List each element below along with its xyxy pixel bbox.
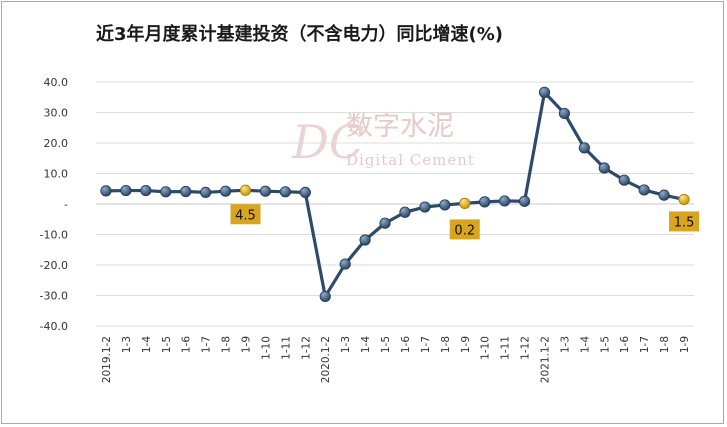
data-point	[160, 186, 172, 198]
y-tick-label: -20.0	[40, 259, 68, 272]
data-point	[140, 184, 152, 197]
x-tick-label: 1-3	[340, 336, 352, 353]
y-axis-ticks: 40.0 30.0 20.0 10.0 - -10.0 -20.0 -30.0 -40.0	[40, 76, 68, 333]
x-tick-label: 1-6	[619, 336, 631, 353]
watermark-cn: 数字水泥	[346, 111, 454, 142]
x-tick-label: 1-11	[280, 336, 292, 360]
y-tick-label: 40.0	[44, 76, 69, 89]
y-tick-label: -10.0	[40, 229, 68, 242]
data-point	[598, 162, 610, 174]
grid-lines	[96, 81, 694, 327]
x-tick-label: 1-12	[300, 336, 312, 360]
data-point	[399, 206, 411, 218]
data-point	[259, 185, 272, 197]
x-tick-label: 2019.1-2	[101, 336, 113, 383]
x-tick-label: 1-9	[679, 336, 691, 353]
data-label: 0.2	[454, 223, 475, 238]
data-label-box	[449, 219, 480, 240]
x-axis-ticks: 2019.1-2 1-3 1-4 1-5 1-6 1-7 1-8 1-9 1-10 1-11 1-1…	[101, 336, 691, 384]
x-tick-label: 1-8	[440, 336, 452, 353]
data-point	[578, 142, 590, 154]
watermark-en: Digital Cement	[346, 151, 475, 169]
x-tick-label: 1-9	[241, 336, 253, 353]
x-tick-label: 1-5	[599, 336, 611, 353]
data-point	[319, 290, 331, 303]
y-tick-label: 30.0	[44, 107, 69, 120]
x-tick-label: 1-5	[161, 336, 173, 353]
data-point	[299, 186, 311, 199]
y-tick-label: 20.0	[44, 137, 69, 150]
data-point	[279, 186, 291, 198]
highlight-point	[239, 184, 252, 196]
x-tick-label: 1-6	[400, 336, 412, 353]
x-tick-label: 1-4	[579, 336, 591, 353]
chart-title: 近3年月度累计基建投资（不含电力）同比增速(%)	[96, 24, 504, 45]
x-tick-label: 2020.1-2	[320, 336, 332, 383]
x-tick-label: 1-10	[480, 336, 492, 360]
x-tick-label: 1-11	[500, 336, 512, 360]
x-tick-label: 1-5	[380, 336, 392, 353]
y-tick-label: -40.0	[40, 320, 68, 333]
x-tick-label: 1-6	[181, 336, 193, 353]
data-point	[359, 234, 371, 246]
data-point	[618, 174, 630, 186]
highlight-point	[678, 193, 690, 206]
data-point	[100, 185, 112, 197]
x-tick-label: 1-8	[221, 336, 233, 353]
highlight-point	[459, 197, 471, 209]
x-tick-label: 1-12	[520, 336, 532, 360]
x-tick-label: 1-7	[639, 336, 651, 353]
series-layer	[100, 86, 690, 303]
data-point	[419, 201, 431, 213]
watermark: DC 数字水泥 Digital Cement	[291, 111, 475, 169]
y-tick-label: -30.0	[40, 290, 68, 303]
x-tick-label: 1-10	[260, 336, 272, 360]
annotations-layer: 4.5 0.2 1.5	[230, 204, 700, 240]
data-label: 1.5	[674, 215, 695, 230]
data-point	[538, 86, 551, 98]
watermark-logo: DC	[291, 115, 364, 169]
data-point	[200, 186, 212, 199]
x-tick-label: 1-3	[559, 336, 571, 353]
data-label: 4.5	[235, 208, 256, 223]
data-label-box	[230, 204, 261, 225]
data-point	[379, 217, 391, 229]
x-tick-label: 1-8	[659, 336, 671, 353]
data-point	[499, 195, 511, 207]
x-tick-label: 1-3	[121, 336, 133, 353]
data-point	[439, 199, 451, 211]
data-point	[339, 258, 351, 270]
x-tick-label: 1-9	[460, 336, 472, 353]
x-tick-label: 1-7	[420, 336, 432, 353]
x-tick-label: 2021.1-2	[540, 336, 552, 383]
x-tick-label: 1-4	[141, 336, 153, 353]
data-label-box	[669, 211, 700, 232]
x-tick-label: 1-7	[201, 336, 213, 353]
data-point	[479, 196, 491, 208]
y-tick-label: -	[64, 198, 68, 211]
data-point	[219, 185, 232, 197]
data-point	[120, 184, 132, 197]
data-point	[638, 184, 650, 196]
data-point	[558, 107, 571, 120]
data-point	[658, 189, 670, 201]
data-point	[180, 185, 192, 198]
x-tick-label: 1-4	[360, 336, 372, 353]
data-point	[518, 195, 531, 207]
y-tick-label: 10.0	[44, 168, 69, 181]
